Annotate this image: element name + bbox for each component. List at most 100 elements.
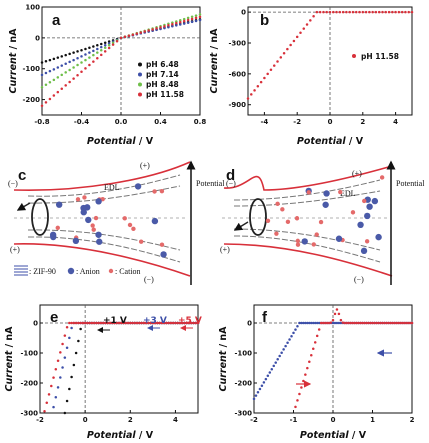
data-point-pH-11-58 [371, 10, 374, 14]
data-point-pH-6-48 [80, 48, 83, 52]
data-point--1-V [68, 387, 71, 391]
data-point-pH-11-58 [76, 73, 79, 77]
y-tick-label: 0 [35, 34, 40, 42]
data-point-pH-6-48 [48, 58, 52, 62]
data-point-pH-11-58 [52, 94, 56, 97]
data-point-pH-6-48 [40, 61, 44, 64]
y-tick-label: -200 [22, 96, 40, 104]
legend-entry: pH 7.14 [146, 70, 179, 79]
data-point-pH-11-58 [299, 31, 302, 34]
data-point-pH-11-58 [318, 10, 322, 14]
data-point--5-V [192, 321, 195, 325]
panel-b: -4 -2 0 2 4 0 -300 -600 -900 b Potential / V Cur… [209, 6, 414, 147]
cation [280, 207, 285, 212]
data-point-pH-11-58 [397, 10, 401, 14]
data-point--5-V [133, 321, 137, 325]
data-point-pH-11-58 [305, 23, 309, 26]
data-point-forward [371, 321, 374, 325]
data-point-reverse [315, 321, 319, 325]
data-point-pH-8-48 [56, 76, 60, 79]
y-axis-label-f: Current / nA [218, 326, 229, 392]
data-point--5-V [187, 321, 191, 325]
data-point-reverse [254, 394, 258, 397]
data-point-reverse [335, 321, 339, 325]
data-point--3-V [68, 336, 71, 340]
data-point-pH-11-58 [182, 19, 186, 23]
data-point-pH-6-48 [44, 60, 48, 63]
data-point-pH-7-14 [179, 23, 182, 26]
data-point-forward [361, 321, 364, 325]
cation [285, 219, 291, 225]
data-point--5-V [131, 321, 134, 325]
cation [350, 210, 356, 215]
data-point--5-V [79, 321, 82, 325]
data-point--5-V [160, 321, 164, 325]
data-point-reverse [264, 377, 268, 381]
data-point-pH-11-58 [60, 87, 63, 91]
data-point-forward [327, 321, 331, 325]
cation [82, 195, 87, 200]
data-point-pH-11-58 [163, 25, 166, 28]
annotation-plus1v: +1 V [103, 316, 127, 326]
y-tick-label: -600 [228, 70, 246, 78]
legend-c: : ZIF-90 : Anion : Cation [14, 265, 141, 276]
data-point-pH-6-48 [84, 47, 87, 51]
panel-label-f: f [262, 309, 268, 326]
data-point-forward [329, 321, 333, 324]
x-axis-label-e: Potential / V [87, 430, 154, 441]
edl-label-c: EDL [104, 183, 120, 192]
data-point-pH-7-14 [76, 56, 79, 60]
cation [265, 218, 271, 223]
x-axis-label-f: Potential / V [300, 430, 367, 441]
data-point-pH-11-58 [119, 36, 123, 40]
data-point--5-V [169, 321, 173, 325]
x-tick-label: -2 [293, 118, 301, 126]
data-point-pH-11-58 [358, 10, 361, 14]
data-point--5-V [129, 321, 132, 325]
data-point-forward [337, 312, 341, 316]
data-point-pH-8-48 [48, 81, 52, 84]
y-tick-label: 0 [33, 320, 38, 328]
x-tick-label: -0.4 [74, 118, 89, 126]
data-point-pH-8-48 [92, 53, 95, 57]
data-point-pH-11-58 [295, 35, 299, 39]
data-point-pH-11-58 [335, 10, 338, 14]
panel-a: -0.8 -0.4 0.0 0.4 0.8 100 0 -100 -200 a Potentia… [8, 4, 206, 148]
data-point-reverse [268, 371, 272, 374]
data-point-forward [381, 321, 384, 325]
data-point-pH-6-48 [96, 44, 99, 47]
cation [90, 223, 95, 228]
data-point-pH-8-48 [107, 44, 111, 47]
x-tick-label: -0.8 [34, 118, 49, 126]
data-point--5-V [50, 384, 53, 388]
data-point-pH-11-58 [286, 47, 289, 51]
data-point-forward [389, 321, 392, 325]
data-point-forward [321, 321, 325, 325]
data-point-forward [377, 321, 380, 325]
cation [295, 242, 301, 247]
sign-plus-c2: (+) [10, 245, 20, 254]
legend-entry: pH 11.58 [361, 52, 399, 61]
data-point-pH-11-58 [194, 16, 198, 20]
data-point-pH-7-14 [60, 64, 63, 67]
annotation-plus5v: +5 V [178, 316, 202, 326]
zif90-ring-c [31, 198, 49, 236]
y-axis-label-e: Current / nA [4, 326, 15, 392]
data-point-pH-11-58 [253, 89, 256, 92]
edl-bottom-2 [27, 229, 181, 251]
data-point-forward [392, 321, 396, 325]
data-point-pH-11-58 [368, 10, 371, 14]
data-point-pH-11-58 [387, 10, 391, 14]
data-point--5-V [196, 321, 200, 325]
data-point-pH-11-58 [302, 27, 306, 30]
data-point-pH-6-48 [64, 53, 67, 57]
data-point-pH-8-48 [64, 71, 67, 74]
data-point-reverse [258, 387, 262, 391]
data-point-pH-8-48 [190, 15, 194, 19]
data-point-pH-11-58 [56, 90, 60, 94]
data-point-pH-7-14 [163, 26, 166, 30]
data-point-pH-8-48 [72, 66, 75, 69]
data-point--5-V [183, 321, 186, 325]
data-point-reverse [304, 321, 307, 325]
data-point--1-V [70, 375, 73, 379]
